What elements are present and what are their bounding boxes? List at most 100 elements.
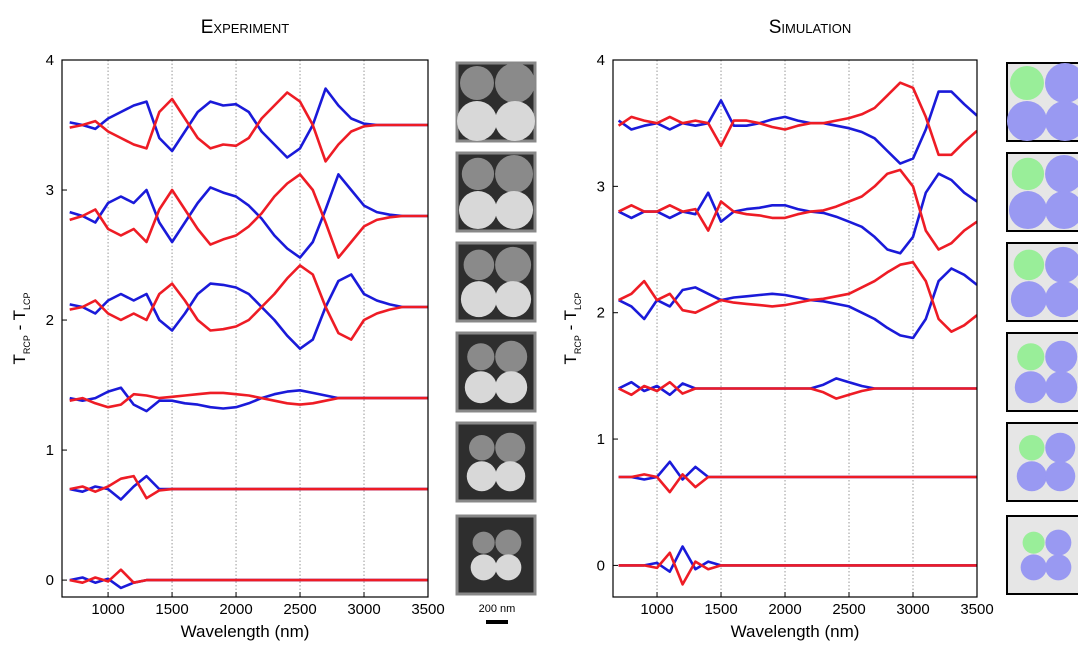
data-line — [617, 90, 977, 165]
nanodisk — [464, 371, 497, 404]
nanodisk — [495, 154, 534, 193]
y-tick-label: 3 — [597, 178, 605, 195]
x-tick-label: 3500 — [960, 601, 993, 618]
nanodisk — [495, 281, 532, 318]
data-line — [618, 260, 977, 333]
data-line — [618, 473, 977, 494]
x-tick-label: 1500 — [704, 601, 737, 618]
nanodisk — [1011, 157, 1045, 191]
x-tick-label: 1000 — [91, 601, 124, 618]
nanodisk — [1022, 531, 1045, 554]
y-axis-label-part: - T — [561, 310, 580, 335]
nanodisk — [495, 554, 522, 581]
nanodisk — [457, 101, 497, 141]
chart-title: Experiment — [201, 17, 290, 38]
nanodisk — [495, 191, 534, 230]
nanodisk — [1045, 246, 1078, 283]
nanodisk — [1045, 340, 1078, 373]
x-tick-label: 2000 — [219, 601, 252, 618]
data-line — [69, 386, 428, 413]
y-axis-label-part: RCP — [573, 335, 583, 354]
nanodisk — [495, 340, 528, 373]
y-axis-label-part: LCP — [573, 292, 583, 310]
x-tick-label: 3000 — [896, 601, 929, 618]
y-axis-label: TRCP - TLCP — [561, 292, 583, 364]
y-tick-label: 4 — [46, 52, 54, 69]
scale-bar-label: 200 nm — [479, 603, 516, 615]
y-tick-label: 1 — [597, 431, 605, 448]
nanodisk — [1014, 371, 1047, 404]
nanodisk — [1010, 281, 1047, 318]
data-line — [69, 568, 428, 584]
nanodisk — [495, 529, 522, 556]
data-line — [618, 267, 977, 340]
nanodisk — [495, 246, 532, 283]
nanodisk — [470, 554, 497, 581]
nanodisk — [467, 343, 495, 371]
x-tick-label: 2000 — [768, 601, 801, 618]
x-axis-label: Wavelength (nm) — [731, 622, 860, 641]
nanodisk — [472, 531, 495, 554]
data-line — [617, 81, 977, 157]
data-line — [69, 91, 428, 163]
data-line — [69, 173, 428, 259]
nanodisk — [460, 281, 497, 318]
nanodisk — [1016, 461, 1047, 492]
y-axis-label-part: T — [10, 354, 29, 364]
x-tick-label: 1500 — [155, 601, 188, 618]
data-line — [69, 474, 428, 500]
y-tick-label: 4 — [597, 52, 605, 69]
data-line — [618, 380, 977, 400]
x-tick-label: 2500 — [283, 601, 316, 618]
data-line — [69, 474, 428, 501]
nanodisk — [1017, 343, 1045, 371]
data-line — [69, 173, 428, 259]
y-tick-label: 0 — [46, 572, 54, 589]
nanodisk — [1045, 554, 1072, 581]
nanodisk — [1045, 63, 1078, 103]
nanodisk — [495, 101, 535, 141]
nanodisk — [1013, 249, 1045, 281]
data-line — [69, 264, 428, 341]
x-axis-label: Wavelength (nm) — [181, 622, 310, 641]
y-tick-label: 0 — [597, 557, 605, 574]
nanodisk — [1010, 66, 1044, 100]
plot-frame — [612, 59, 978, 598]
nanodisk — [495, 63, 535, 103]
nanodisk — [495, 371, 528, 404]
nanodisk — [1045, 281, 1078, 318]
data-line — [69, 273, 428, 350]
nanodisk — [1045, 371, 1078, 404]
data-line — [69, 391, 428, 409]
y-axis-label: TRCP - TLCP — [10, 292, 32, 364]
nanodisk — [469, 435, 495, 461]
y-axis-label-part: T — [561, 354, 580, 364]
nanodisk — [1008, 191, 1047, 230]
plot-frame — [61, 59, 429, 598]
x-tick-label: 2500 — [832, 601, 865, 618]
thumbnail — [455, 514, 537, 596]
nanodisk — [1045, 461, 1076, 492]
nanodisk — [1020, 554, 1047, 581]
nanodisk — [1045, 154, 1078, 193]
thumbnail — [455, 331, 537, 413]
nanodisk — [495, 461, 526, 492]
x-tick-label: 3000 — [347, 601, 380, 618]
nanodisk — [1007, 101, 1047, 141]
data-line — [618, 172, 977, 255]
y-axis-label-part: LCP — [22, 292, 32, 310]
y-tick-label: 1 — [46, 442, 54, 459]
y-tick-label: 3 — [46, 182, 54, 199]
nanodisk — [1019, 435, 1045, 461]
data-line — [618, 551, 977, 586]
nanodisk — [1045, 101, 1078, 141]
data-line — [618, 377, 977, 397]
nanodisk — [1045, 529, 1072, 556]
y-axis-label-part: - T — [10, 310, 29, 335]
nanodisk — [1045, 432, 1076, 463]
thumbnail — [455, 421, 537, 503]
nanodisk — [458, 191, 497, 230]
x-tick-label: 1000 — [640, 601, 673, 618]
